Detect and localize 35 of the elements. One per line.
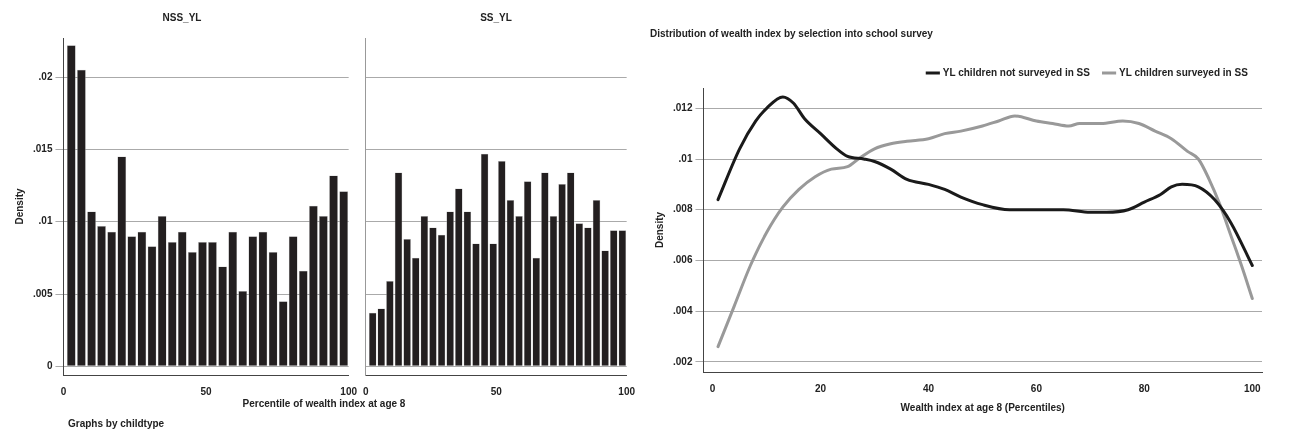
y-tick-label: .004 — [672, 304, 693, 316]
legend-label: YL children not surveyed in SS — [942, 66, 1091, 78]
line-series — [716, 114, 1254, 349]
x-axis-title: Percentile of wealth index at age 8 — [241, 398, 407, 409]
x-tick-label: 100 — [618, 385, 636, 397]
x-tick-label: 0 — [60, 385, 67, 397]
x-axis-title: Wealth index at age 8 (Percentiles) — [900, 401, 1065, 413]
x-tick-label: 60 — [1030, 382, 1043, 394]
line-series — [716, 95, 1254, 267]
y-tick-label: 0 — [46, 360, 53, 372]
chart-title: SS_YL — [480, 11, 512, 23]
x-tick-label: 80 — [1138, 382, 1151, 394]
x-tick-label: 20 — [815, 382, 827, 394]
chart-title: Distribution of wealth index by selection into school survey — [650, 27, 934, 39]
x-tick-label: 100 — [340, 385, 358, 397]
y-axis-title: Density — [13, 188, 25, 225]
y-tick-label: .006 — [672, 254, 693, 266]
chart-title: NSS_YL — [162, 11, 202, 23]
text: Graphs by childtype — [68, 418, 165, 429]
y-tick-label: .005 — [32, 287, 53, 299]
y-tick-label: .01 — [38, 215, 53, 227]
x-tick-label: 40 — [922, 382, 935, 394]
y-axis-title: Density — [653, 211, 665, 249]
y-tick-label: .012 — [672, 102, 693, 114]
y-tick-label: .02 — [38, 70, 53, 82]
x-tick-label: 50 — [490, 385, 503, 397]
y-tick-label: .015 — [32, 143, 53, 155]
x-tick-label: 100 — [1243, 382, 1262, 394]
y-tick-label: .002 — [672, 355, 693, 367]
y-tick-label: .01 — [678, 152, 693, 164]
x-tick-label: 50 — [200, 385, 213, 397]
legend-label: YL children surveyed in SS — [1119, 66, 1249, 78]
x-tick-label: 0 — [709, 382, 716, 394]
x-tick-label: 0 — [363, 385, 369, 397]
y-tick-label: .008 — [672, 203, 693, 215]
